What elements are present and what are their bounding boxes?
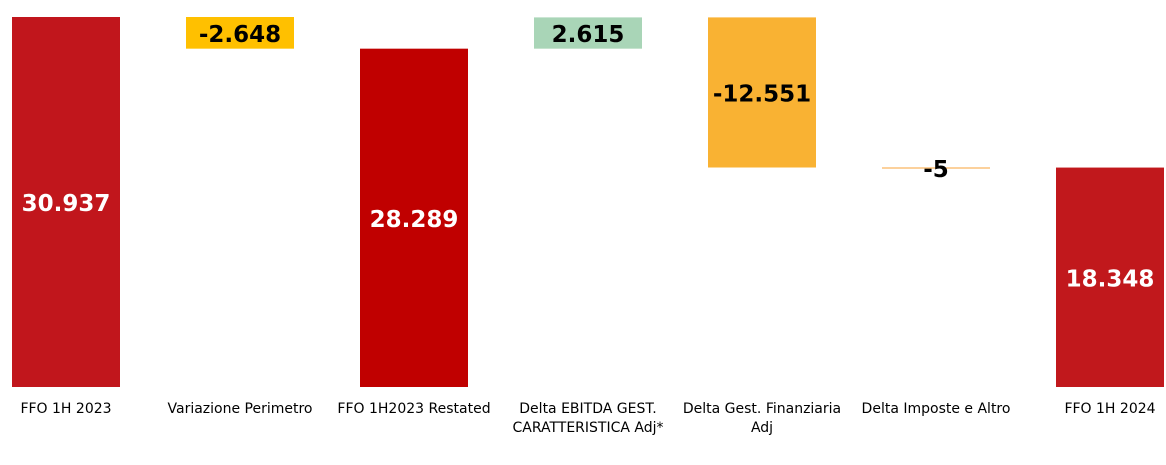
bar	[360, 48, 468, 387]
bar	[12, 17, 120, 387]
bar	[186, 17, 294, 49]
category-label: Delta EBITDA GEST. CARATTERISTICA Adj*	[512, 401, 664, 436]
value-label: -5	[923, 157, 949, 183]
value-label: 30.937	[22, 191, 111, 217]
category-label: FFO 1H 2023	[20, 401, 112, 417]
category-label: Delta Gest. Finanziaria Adj	[682, 401, 842, 436]
bar	[882, 167, 990, 169]
value-label: 28.289	[370, 207, 459, 233]
bar	[1056, 167, 1164, 387]
value-label: 18.348	[1066, 266, 1155, 292]
bar	[534, 17, 642, 49]
value-label: 2.615	[552, 22, 625, 48]
value-label: -2.648	[199, 22, 281, 48]
category-label: Variazione Perimetro	[167, 401, 313, 417]
value-label: -12.551	[713, 81, 811, 107]
bar	[708, 17, 816, 168]
category-label: FFO 1H 2024	[1064, 401, 1156, 417]
category-label: Delta Imposte e Altro	[861, 401, 1011, 417]
category-label: FFO 1H2023 Restated	[337, 401, 491, 417]
